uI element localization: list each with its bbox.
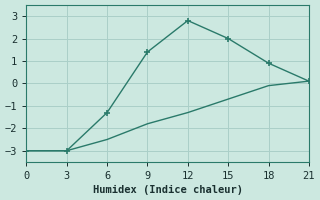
X-axis label: Humidex (Indice chaleur): Humidex (Indice chaleur) (92, 185, 243, 195)
